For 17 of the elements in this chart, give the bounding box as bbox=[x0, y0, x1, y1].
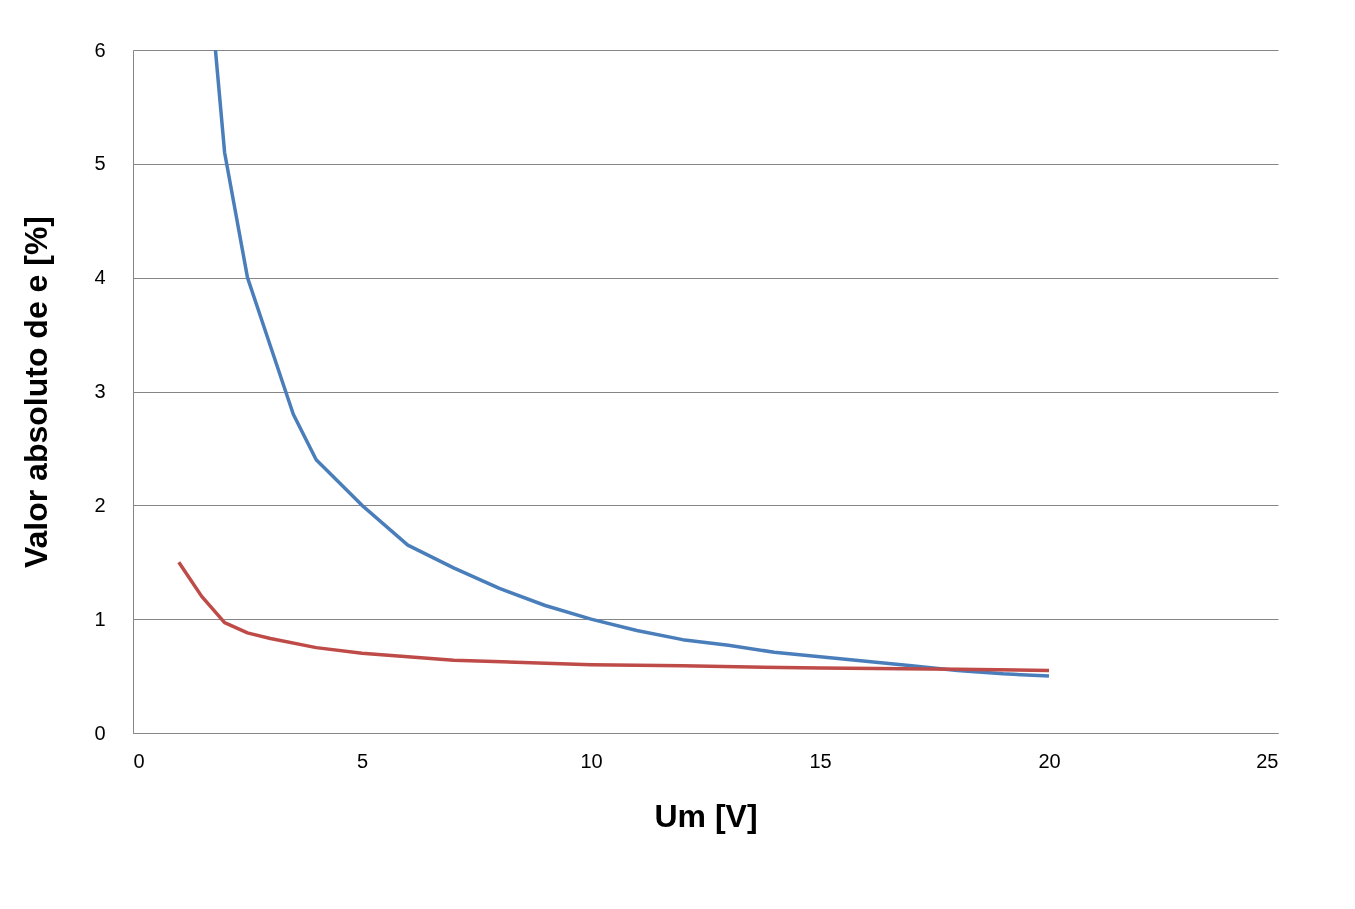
line-series bbox=[213, 50, 1051, 678]
y-tick-label: 1 bbox=[94, 607, 106, 630]
y-axis-title: Valor absoluto de e [%] bbox=[18, 215, 55, 569]
x-tick-label: 10 bbox=[580, 749, 603, 772]
y-tick-label: 0 bbox=[94, 721, 106, 744]
y-tick-label: 6 bbox=[94, 38, 106, 61]
y-tick-label: 5 bbox=[94, 152, 106, 175]
x-axis-title: Um [V] bbox=[654, 797, 758, 834]
y-tick-label: 3 bbox=[94, 380, 106, 402]
x-tick-label: 20 bbox=[1038, 749, 1061, 772]
line-series bbox=[177, 560, 1051, 673]
x-tick-label: 0 bbox=[133, 749, 145, 772]
x-tick-label: 15 bbox=[809, 749, 832, 772]
x-tick-label: 25 bbox=[1256, 749, 1279, 772]
y-tick-label: 4 bbox=[94, 266, 106, 289]
x-tick-label: 5 bbox=[356, 749, 369, 772]
y-tick-label: 2 bbox=[94, 493, 106, 516]
